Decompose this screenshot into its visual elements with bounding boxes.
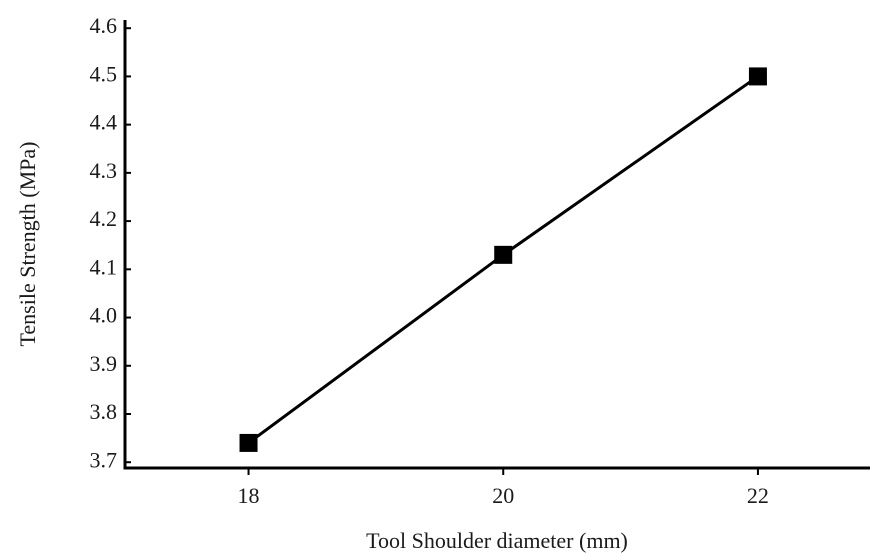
marker xyxy=(494,245,513,264)
y-tick-label: 4.5 xyxy=(90,61,118,86)
y-tick-label: 3.9 xyxy=(90,351,118,376)
x-tick-label: 18 xyxy=(238,483,260,508)
y-tick-label: 3.8 xyxy=(90,399,118,424)
x-tick-label: 20 xyxy=(492,483,514,508)
x-tick-label: 22 xyxy=(747,483,769,508)
marker xyxy=(748,67,767,86)
y-tick-label: 4.3 xyxy=(90,158,118,183)
y-tick-label: 3.7 xyxy=(90,447,118,472)
y-tick-label: 4.1 xyxy=(90,254,118,279)
y-tick-label: 4.6 xyxy=(90,13,118,38)
y-axis-label: Tensile Strength (MPa) xyxy=(15,142,40,347)
x-axis-label: Tool Shoulder diameter (mm) xyxy=(366,528,628,553)
y-tick-label: 4.4 xyxy=(90,110,118,135)
y-tick-label: 4.2 xyxy=(90,206,118,231)
y-tick-label: 4.0 xyxy=(90,303,118,328)
marker xyxy=(239,433,258,452)
